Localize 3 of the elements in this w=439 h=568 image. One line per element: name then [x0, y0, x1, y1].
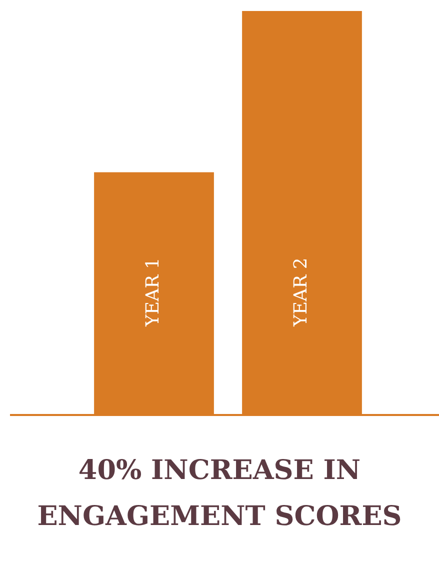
- x-tick-label: YEAR 2: [290, 258, 312, 328]
- x-tick-label: YEAR 1: [142, 258, 164, 328]
- text: 40% INCREASE IN ENGAGEMENT SCORES: [36, 454, 403, 534]
